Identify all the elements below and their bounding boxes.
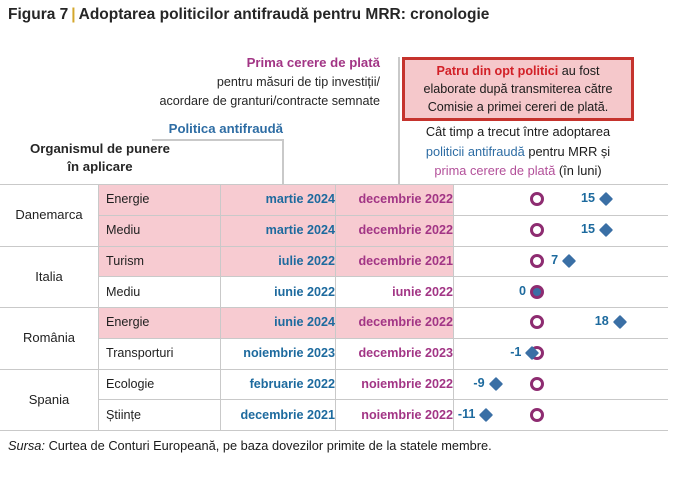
title-separator: |: [71, 6, 76, 23]
policy-date-cell: februarie 2022: [249, 376, 335, 391]
payment-circle-icon: [530, 253, 544, 268]
column-header-first-payment: Prima cerere de plată pentru măsuri de t…: [159, 53, 380, 112]
table-row-divider: [0, 368, 668, 370]
first-payment-title: Prima cerere de plată: [246, 55, 380, 70]
first-payment-sub1: pentru măsuri de tip investiții/: [216, 74, 380, 89]
plot-cell: 18: [453, 307, 668, 338]
months-label: 0: [518, 283, 526, 298]
table-column-divider: [98, 184, 99, 430]
plot-cell: 15: [453, 184, 668, 215]
table-row-divider: [0, 307, 668, 308]
row-highlight: [98, 245, 453, 277]
source-text: Curtea de Conturi Europeană, pe baza dov…: [48, 438, 492, 453]
figure-title: Figura 7 | Adoptarea politicilor antifraud…: [8, 6, 489, 24]
sector-cell: Științe: [106, 407, 142, 422]
plot-cell: 7: [453, 246, 668, 277]
callout-rest: au fost elaborate după transmiterea cătr…: [423, 64, 613, 114]
sector-cell: Ecologie: [106, 376, 155, 391]
policy-leader-line-vertical: [282, 139, 284, 184]
axis-note-line2: politicii antifraudă pentru MRR și: [425, 143, 611, 159]
policy-date-cell: iunie 2024: [274, 315, 335, 330]
payment-circle-icon: [530, 223, 544, 238]
payment-date-cell: decembrie 2022: [358, 223, 453, 238]
policy-date-cell: noiembrie 2023: [243, 346, 335, 361]
plot-cell: -9: [453, 369, 668, 400]
policy-diamond-icon: [562, 253, 577, 268]
column-header-implementing-body: Organismul de punere în aplicare: [30, 141, 170, 174]
axis-note-line1: Cât timp a trecut între adoptarea: [425, 124, 611, 139]
plot-cell: 15: [453, 215, 668, 246]
plot-cell: -11: [453, 399, 668, 430]
country-cell: Spania: [28, 391, 70, 407]
source-label: Sursa:: [8, 438, 45, 453]
months-label: -9: [473, 375, 485, 390]
payment-date-cell: decembrie 2022: [358, 192, 453, 207]
months-label: 18: [594, 314, 609, 329]
sector-cell: Transporturi: [106, 346, 174, 361]
axis-note: Cât timp a trecut între adoptarea politi…: [398, 122, 638, 181]
table-row-divider: [98, 276, 668, 278]
payment-date-cell: noiembrie 2022: [361, 407, 453, 422]
payment-date-cell: iunie 2022: [392, 284, 453, 299]
axis-note-line3: prima cerere de plată (în luni): [434, 163, 602, 178]
payment-circle-icon: [530, 315, 544, 330]
source-note: Sursa: Curtea de Conturi Europeană, pe b…: [8, 438, 492, 453]
payment-circle-icon: [530, 284, 544, 299]
first-payment-sub2: acordare de granturi/contracte semnate: [159, 94, 380, 108]
policy-diamond-icon: [488, 376, 503, 391]
figure-number: Figura 7: [8, 6, 69, 23]
payment-circle-icon: [530, 192, 544, 207]
timeline-table: Energie martie 2024 decembrie 2022 15 Mediu m…: [0, 184, 700, 431]
table-row-divider: [98, 214, 668, 216]
payment-circle-icon: [530, 376, 544, 391]
payment-date-cell: decembrie 2022: [358, 315, 453, 330]
country-cell: Italia: [35, 268, 63, 284]
table-row-divider: [0, 184, 668, 185]
payment-leader-line-vertical: [398, 57, 400, 184]
sector-cell: Mediu: [106, 223, 141, 238]
payment-date-cell: noiembrie 2022: [361, 376, 453, 391]
policy-leader-line-horizontal: [152, 139, 283, 141]
months-label: -11: [457, 406, 476, 421]
column-header-policy: Politica antifraudă: [168, 121, 283, 136]
row-highlight: [98, 307, 453, 338]
figure-title-text: Adoptarea politicilor antifraudă pentru …: [78, 6, 490, 23]
months-label: -1: [510, 345, 522, 360]
payment-date-cell: decembrie 2021: [358, 253, 453, 268]
table-row-divider: [0, 430, 668, 431]
callout-highlight: Patru din opt politici: [436, 64, 559, 78]
months-label: 15: [580, 222, 595, 237]
plot-cell: 0: [453, 276, 668, 307]
policy-date-cell: iunie 2022: [274, 284, 335, 299]
sector-cell: Turism: [106, 253, 145, 268]
payment-date-cell: decembrie 2023: [358, 346, 453, 361]
months-label: 7: [551, 252, 559, 267]
table-row-divider: [0, 245, 668, 247]
table-column-divider: [453, 184, 454, 430]
table-row-divider: [98, 399, 668, 401]
sector-cell: Energie: [106, 192, 150, 207]
sector-cell: Mediu: [106, 284, 141, 299]
policy-diamond-icon: [479, 407, 494, 422]
months-label: 15: [580, 191, 595, 206]
policy-date-cell: martie 2024: [265, 223, 335, 238]
country-cell: Danemarca: [15, 207, 83, 223]
policy-diamond-icon: [598, 223, 614, 238]
row-highlight: [98, 214, 453, 246]
callout-box: Patru din opt politici au fost elaborate…: [402, 57, 634, 121]
country-cell: România: [22, 330, 76, 346]
table-row-divider: [98, 337, 668, 339]
table-column-divider: [335, 184, 336, 430]
row-highlight: [98, 184, 453, 215]
table-column-divider: [220, 184, 221, 430]
policy-diamond-icon: [598, 192, 614, 207]
plot-cell: -1: [453, 338, 668, 369]
policy-diamond-icon: [612, 315, 627, 330]
policy-date-cell: decembrie 2021: [240, 407, 335, 422]
payment-circle-icon: [530, 407, 544, 422]
policy-date-cell: iulie 2022: [278, 253, 335, 268]
sector-cell: Energie: [106, 315, 150, 330]
policy-date-cell: martie 2024: [265, 192, 335, 207]
